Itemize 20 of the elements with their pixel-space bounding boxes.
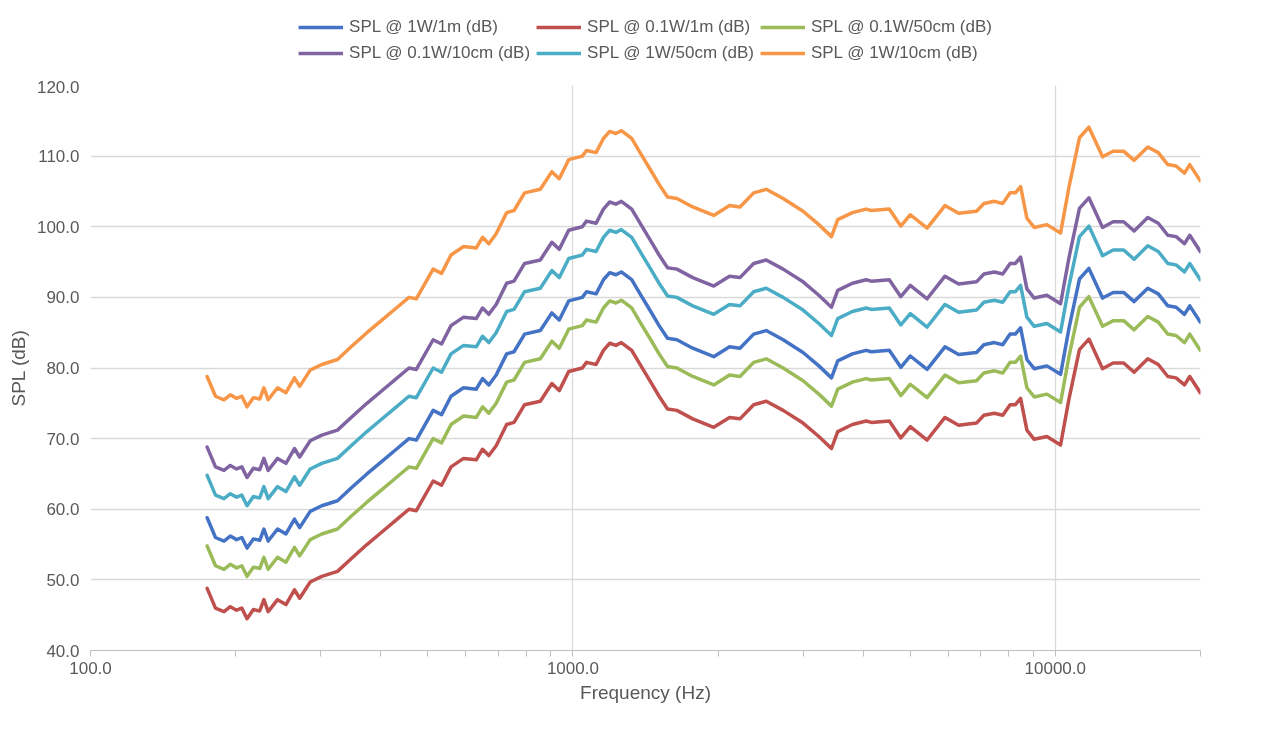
y-axis-title: SPL (dB) — [7, 330, 29, 407]
y-tick-label: 40.0 — [46, 641, 80, 661]
y-tick-label: 120.0 — [36, 77, 80, 97]
legend-label: SPL @ 1W/50cm (dB) — [587, 43, 754, 63]
x-tick-label: 10000.0 — [1024, 658, 1087, 678]
y-tick-label: 100.0 — [36, 217, 80, 237]
y-tick-label: 70.0 — [46, 429, 80, 449]
y-tick-label: 50.0 — [46, 570, 80, 590]
y-tick-label: 60.0 — [46, 500, 80, 520]
legend-label: SPL @ 1W/10cm (dB) — [810, 43, 978, 63]
y-tick-label: 110.0 — [38, 147, 80, 167]
y-tick-label: 80.0 — [46, 359, 80, 378]
y-tick-label: 90.0 — [46, 288, 80, 308]
x-axis-title: Frequency (Hz) — [580, 681, 711, 703]
x-tick-label: 1000.0 — [546, 658, 599, 678]
legend-label: SPL @ 0.1W/1m (dB) — [587, 17, 751, 37]
legend-label: SPL @ 1W/1m (dB) — [349, 17, 498, 37]
x-tick-label: 100.0 — [69, 658, 112, 678]
legend-label: SPL @ 0.1W/50cm (dB) — [810, 17, 992, 37]
legend-label: SPL @ 0.1W/10cm (dB) — [349, 43, 531, 63]
